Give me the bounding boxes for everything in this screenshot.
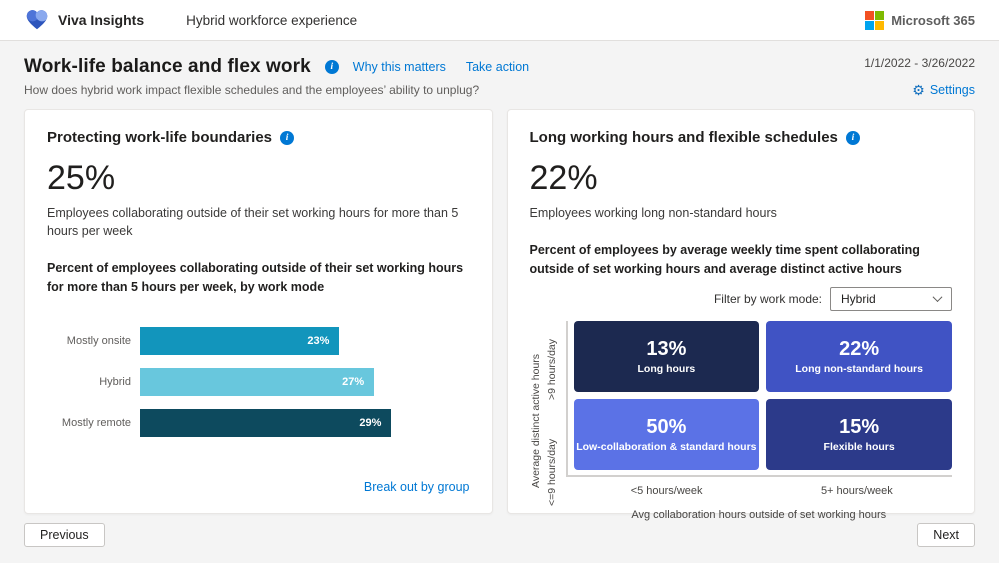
y-tick-top: >9 hours/day bbox=[545, 338, 558, 400]
left-card-title: Protecting work-life boundaries bbox=[47, 129, 273, 146]
y-axis-title: Average distinct active hours bbox=[529, 353, 542, 488]
brand-name: Viva Insights bbox=[58, 12, 145, 28]
microsoft-365-label: Microsoft 365 bbox=[891, 12, 975, 28]
quad-value: 50% bbox=[646, 415, 687, 438]
bar-chart-by-work-mode: Mostly onsite 23% Hybrid 27% bbox=[47, 326, 470, 437]
quad-label: Long hours bbox=[637, 362, 696, 375]
bar-mostly-remote: 29% bbox=[140, 408, 392, 437]
quad-low-collaboration-standard-hours: 50% Low-collaboration & standard hours bbox=[573, 398, 760, 470]
x-axis-title: Avg collaboration hours outside of set w… bbox=[631, 508, 887, 521]
viva-insights-logo-icon bbox=[24, 7, 50, 34]
right-chart-heading: Percent of employees by average weekly t… bbox=[529, 243, 920, 276]
quadrant-chart: Average distinct active hours >9 hours/d… bbox=[529, 320, 952, 521]
card-long-working-hours: Long working hours and flexible schedule… bbox=[506, 109, 975, 521]
chevron-down-icon bbox=[932, 292, 943, 303]
x-tick-left: <5 hours/week bbox=[630, 484, 703, 497]
bar-value-label: 23% bbox=[307, 334, 330, 347]
settings-button[interactable]: ⚙ Settings bbox=[912, 83, 975, 97]
work-mode-dropdown-value: Hybrid bbox=[841, 291, 876, 306]
quad-label: Long non-standard hours bbox=[795, 362, 923, 375]
right-card-stat-caption: Employees working long non-standard hour… bbox=[529, 206, 777, 220]
viva-insights-brand[interactable]: Viva Insights bbox=[24, 7, 144, 34]
bar-category-label: Hybrid bbox=[99, 375, 131, 388]
bar-row-mostly-remote: Mostly remote 29% bbox=[47, 408, 470, 437]
bar-track: 29% bbox=[140, 408, 470, 437]
next-button[interactable]: Next bbox=[917, 523, 975, 547]
bar-value-label: 29% bbox=[359, 416, 382, 429]
quad-value: 22% bbox=[839, 337, 880, 360]
app-bar: Viva Insights Hybrid workforce experienc… bbox=[0, 0, 999, 41]
app-title: Hybrid workforce experience bbox=[186, 12, 358, 28]
x-tick-right: 5+ hours/week bbox=[820, 484, 893, 497]
bar-row-hybrid: Hybrid 27% bbox=[47, 367, 470, 396]
card-work-life-boundaries: Protecting work-life boundaries i 25% Em… bbox=[24, 109, 493, 514]
quad-flexible-hours: 15% Flexible hours bbox=[766, 398, 952, 470]
settings-label: Settings bbox=[929, 83, 975, 97]
quad-long-non-standard-hours: 22% Long non-standard hours bbox=[766, 320, 952, 392]
right-card-info-icon[interactable]: i bbox=[845, 130, 860, 145]
left-card-info-icon[interactable]: i bbox=[280, 130, 295, 145]
quad-label: Flexible hours bbox=[823, 440, 895, 453]
microsoft-logo-icon bbox=[865, 10, 885, 30]
quad-long-hours: 13% Long hours bbox=[573, 320, 760, 392]
quad-label: Low-collaboration & standard hours bbox=[576, 440, 757, 453]
filter-by-work-mode-label: Filter by work mode: bbox=[713, 291, 822, 306]
break-out-by-group-link[interactable]: Break out by group bbox=[363, 480, 470, 494]
bar-mostly-onsite: 23% bbox=[140, 326, 340, 355]
bar-category-label: Mostly remote bbox=[61, 416, 131, 429]
bar-hybrid: 27% bbox=[140, 367, 375, 396]
left-card-stat-caption: Employees collaborating outside of their… bbox=[47, 206, 459, 239]
quadrant-plot-area: 13% Long hours 22% Long non-standard hou… bbox=[565, 320, 952, 477]
microsoft-365-brand: Microsoft 365 bbox=[865, 10, 975, 30]
bar-category-label: Mostly onsite bbox=[66, 334, 131, 347]
page-subtitle: How does hybrid work impact flexible sch… bbox=[24, 83, 480, 97]
right-card-title: Long working hours and flexible schedule… bbox=[529, 129, 838, 146]
date-range: 1/1/2022 - 3/26/2022 bbox=[864, 56, 975, 70]
y-tick-bottom: <=9 hours/day bbox=[545, 438, 558, 506]
right-card-stat: 22% bbox=[529, 159, 598, 197]
bar-track: 23% bbox=[140, 326, 470, 355]
work-mode-dropdown[interactable]: Hybrid bbox=[830, 286, 952, 311]
page-info-icon[interactable]: i bbox=[324, 60, 339, 74]
left-card-stat: 25% bbox=[47, 159, 116, 197]
quad-value: 15% bbox=[839, 415, 880, 438]
previous-button[interactable]: Previous bbox=[24, 523, 105, 547]
bar-row-mostly-onsite: Mostly onsite 23% bbox=[47, 326, 470, 355]
page-title: Work-life balance and flex work bbox=[24, 56, 311, 77]
why-this-matters-link[interactable]: Why this matters bbox=[352, 60, 446, 74]
bar-value-label: 27% bbox=[342, 375, 365, 388]
take-action-link[interactable]: Take action bbox=[465, 60, 530, 74]
left-chart-heading: Percent of employees collaborating outsi… bbox=[47, 261, 464, 294]
bar-track: 27% bbox=[140, 367, 470, 396]
gear-icon: ⚙ bbox=[912, 82, 925, 98]
quad-value: 13% bbox=[646, 337, 687, 360]
